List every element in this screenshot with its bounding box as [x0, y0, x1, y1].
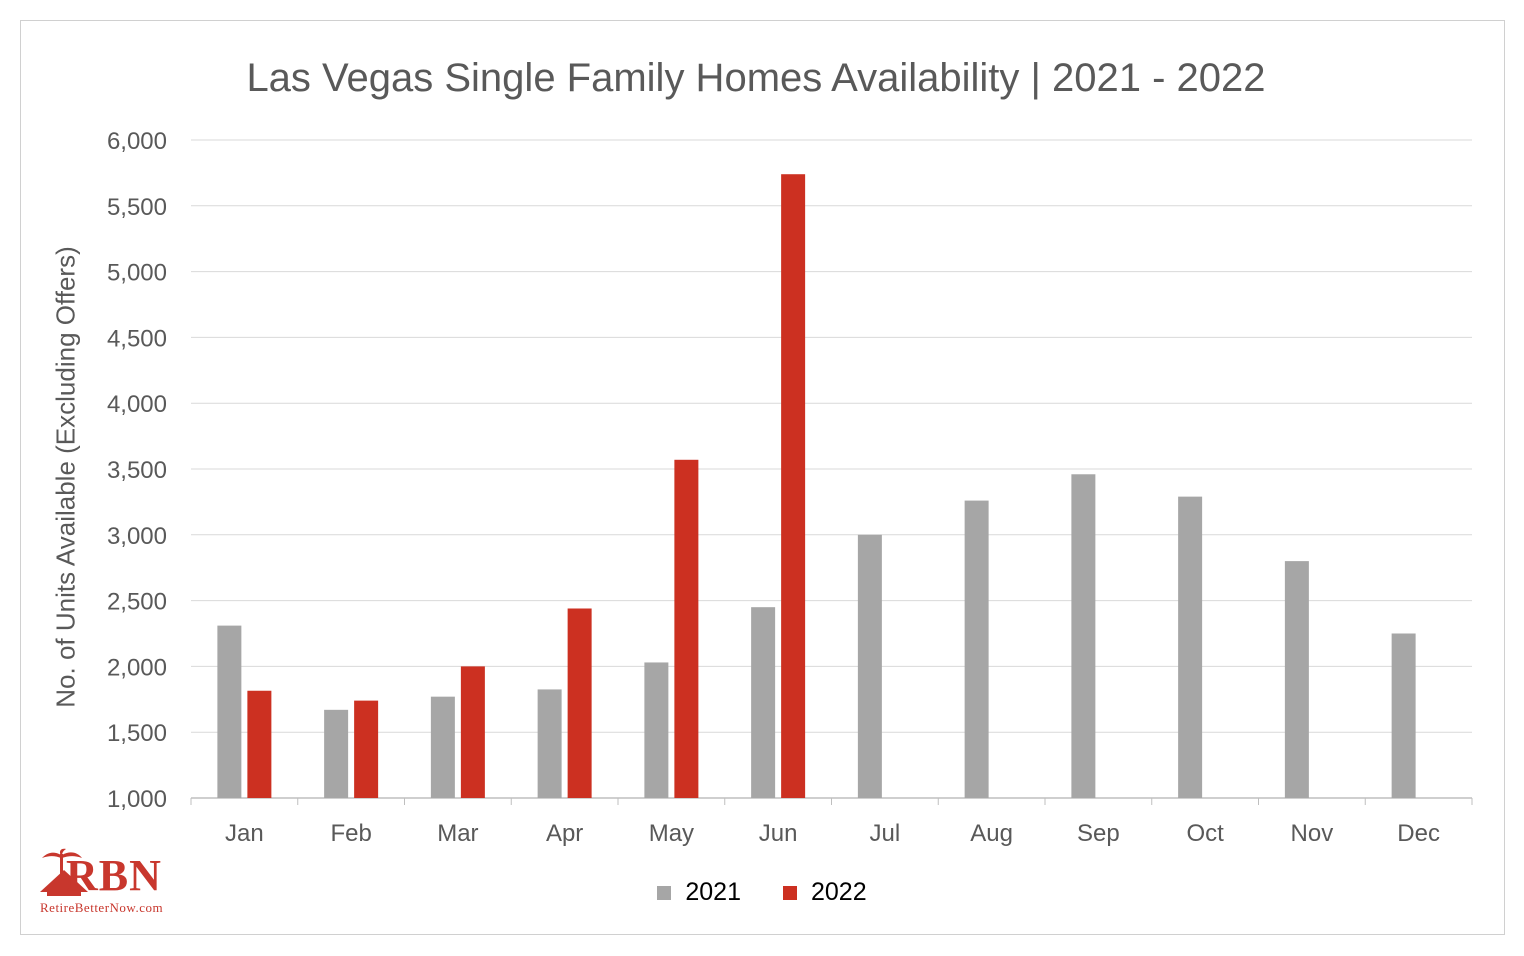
grid-lines: [190, 139, 1473, 805]
y-tick-label: 3,000: [107, 523, 167, 550]
legend-label-2022: 2022: [811, 878, 867, 906]
legend-item-2022: 2022: [783, 878, 867, 907]
bar-2021-sep: [1071, 474, 1096, 798]
x-tick-label: Apr: [546, 820, 583, 847]
legend-swatch-2022: [783, 885, 797, 900]
bar-2021-jun: [751, 607, 776, 798]
x-tick-label: Jun: [759, 820, 798, 847]
bar-2022-jun: [781, 174, 806, 798]
palm-house-icon: [40, 848, 88, 896]
y-tick-label: 6,000: [107, 128, 167, 155]
legend-item-2021: 2021: [657, 878, 741, 907]
x-tick-label: Jan: [225, 820, 264, 847]
bar-2022-jan: [247, 690, 272, 798]
legend: 2021 2022: [0, 878, 1524, 907]
chart-title: Las Vegas Single Family Homes Availabili…: [246, 56, 1266, 100]
legend-label-2021: 2021: [685, 878, 741, 906]
x-tick-label: Feb: [330, 820, 371, 847]
bar-2021-dec: [1391, 633, 1416, 798]
bar-2022-feb: [354, 700, 379, 798]
bar-2021-feb: [324, 709, 349, 798]
x-tick-label: Nov: [1291, 820, 1334, 847]
x-tick-label: Aug: [970, 820, 1013, 847]
y-tick-label: 1,500: [107, 720, 167, 747]
bar-2021-nov: [1284, 561, 1309, 798]
x-tick-label: Oct: [1186, 820, 1224, 847]
y-tick-labels: 1,000 1,500 2,000 2,500 3,000 3,500 4,000 4,500…: [107, 128, 167, 813]
y-tick-label: 2,500: [107, 589, 167, 616]
legend-swatch-2021: [657, 885, 672, 900]
bar-2021-aug: [964, 500, 989, 798]
logo-mark: RBN: [66, 851, 162, 900]
y-tick-label: 3,500: [107, 457, 167, 484]
y-tick-label: 5,500: [107, 194, 167, 221]
bar-2022-may: [674, 459, 699, 798]
bar-2022-apr: [567, 608, 592, 798]
x-tick-label: May: [649, 820, 694, 847]
bar-2021-may: [644, 662, 669, 798]
bar-2021-mar: [430, 696, 455, 798]
bar-2021-oct: [1178, 496, 1203, 798]
bar-2021-apr: [537, 689, 562, 798]
x-tick-label: Jul: [870, 820, 901, 847]
x-tick-label: Dec: [1397, 820, 1440, 847]
x-tick-labels: Jan Feb Mar Apr May Jun Jul Aug Sep Oct Nov Dec: [225, 820, 1440, 847]
bar-2021-jul: [857, 534, 882, 798]
y-tick-label: 1,000: [107, 786, 167, 813]
bars: [217, 174, 1416, 798]
y-tick-label: 2,000: [107, 654, 167, 681]
x-tick-label: Mar: [437, 820, 478, 847]
x-tick-label: Sep: [1077, 820, 1120, 847]
y-tick-label: 4,500: [107, 325, 167, 352]
y-tick-label: 5,000: [107, 260, 167, 287]
y-tick-label: 4,000: [107, 391, 167, 418]
bar-2022-mar: [460, 666, 485, 798]
bar-2021-jan: [217, 625, 242, 798]
logo-tagline: RetireBetterNow.com: [40, 900, 164, 915]
